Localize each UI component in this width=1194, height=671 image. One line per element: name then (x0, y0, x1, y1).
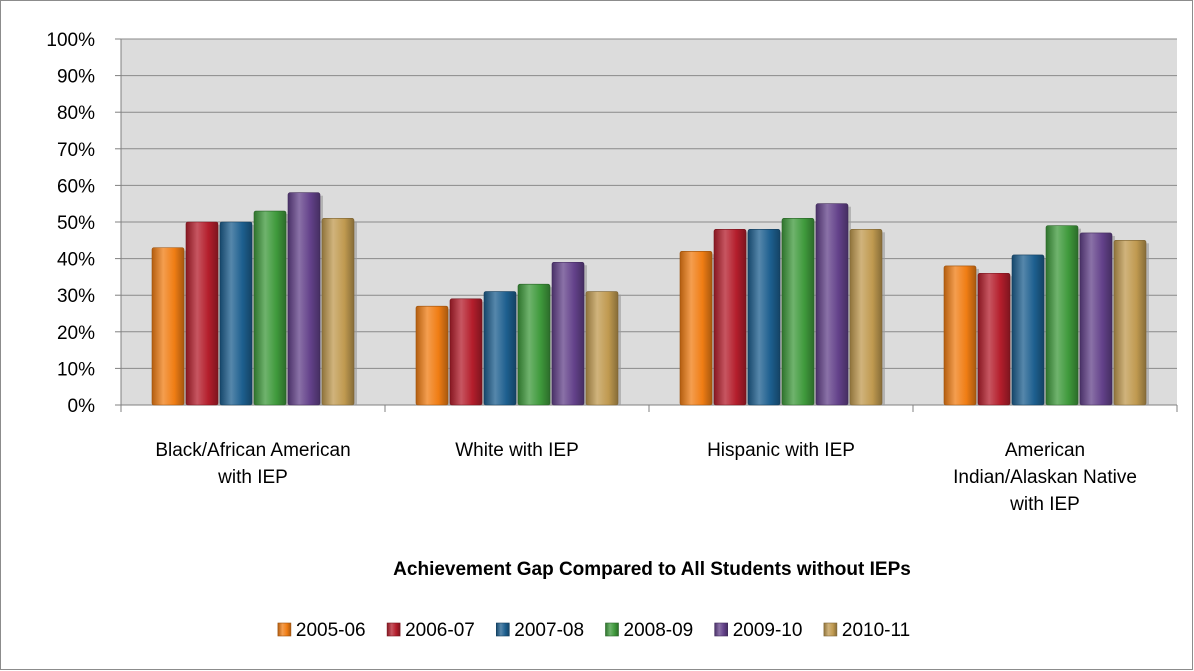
x-axis-title: Achievement Gap Compared to All Students… (393, 559, 911, 580)
y-tick-label: 50% (57, 213, 95, 234)
bar-2005-06-cat-0 (151, 247, 185, 406)
bar-2007-08-cat-3 (1011, 254, 1045, 406)
y-tick-label: 40% (57, 250, 95, 271)
bar-2006-07-cat-3 (977, 272, 1011, 406)
legend-label: 2007-08 (514, 620, 584, 641)
y-tick-label: 80% (57, 103, 95, 124)
bar-2007-08-cat-0 (219, 221, 253, 406)
bar-2008-09-cat-2 (781, 218, 815, 406)
x-category-label-line: American (1005, 440, 1085, 461)
legend-swatch (605, 622, 619, 637)
y-tick-label: 10% (57, 359, 95, 380)
y-tick-label: 20% (57, 323, 95, 344)
legend-item-2008-09: 2008-09 (605, 620, 694, 641)
bar-2006-07-cat-1 (449, 298, 483, 406)
legend-swatch (495, 622, 510, 637)
bar-2010-11-cat-0 (321, 218, 355, 406)
bar-2010-11-cat-2 (849, 229, 883, 406)
x-category-label-line: Black/African American (155, 440, 350, 461)
bar-2005-06-cat-3 (943, 265, 977, 406)
x-category-label: American Indian/Alaskan Native with IEP (953, 440, 1137, 515)
legend-item-2006-07: 2006-07 (386, 620, 475, 641)
bar-2009-10-cat-3 (1079, 232, 1113, 406)
x-category-label-line: Hispanic with IEP (707, 440, 855, 461)
bar-2006-07-cat-0 (185, 221, 219, 406)
bar-2009-10-cat-1 (551, 261, 585, 406)
legend-label: 2009-10 (733, 620, 803, 641)
x-category-label-line: Indian/Alaskan Native (953, 467, 1137, 488)
legend-swatch (823, 622, 838, 637)
legend-item-2010-11: 2010-11 (823, 620, 910, 641)
y-tick-label: 70% (57, 140, 95, 161)
x-category-label-line: with IEP (1009, 494, 1080, 515)
bar-2008-09-cat-1 (517, 283, 551, 406)
legend-label: 2006-07 (405, 620, 475, 641)
legend-label: 2008-09 (624, 620, 694, 641)
x-category-label: Black/African American with IEP (155, 440, 350, 488)
bar-2008-09-cat-3 (1045, 225, 1079, 406)
y-tick-label: 100% (46, 30, 95, 51)
legend-swatch (277, 622, 292, 637)
x-category-label-line: White with IEP (455, 440, 579, 461)
legend-label: 2010-11 (842, 620, 910, 641)
x-category-label: White with IEP (455, 440, 579, 461)
legend-item-2005-06: 2005-06 (277, 620, 366, 641)
legend-label: 2005-06 (296, 620, 366, 641)
bar-2007-08-cat-2 (747, 229, 781, 406)
legend-swatch (714, 622, 729, 637)
legend-item-2009-10: 2009-10 (714, 620, 803, 641)
y-tick-label: 0% (68, 396, 96, 417)
legend-item-2007-08: 2007-08 (495, 620, 584, 641)
x-category-label: Hispanic with IEP (707, 440, 855, 461)
x-category-label-line: with IEP (217, 467, 288, 488)
bar-2005-06-cat-2 (679, 250, 713, 406)
bar-2009-10-cat-0 (287, 192, 321, 406)
bar-2005-06-cat-1 (415, 305, 449, 406)
bar-2010-11-cat-3 (1113, 240, 1147, 406)
bar-2007-08-cat-1 (483, 291, 517, 406)
y-tick-label: 60% (57, 176, 95, 197)
y-tick-label: 30% (57, 286, 95, 307)
legend-swatch (386, 622, 401, 637)
y-tick-label: 90% (57, 67, 95, 88)
legend: 2005-06 2006-07 2007-08 2008-09 2009-10 2010-… (277, 620, 910, 641)
bar-2006-07-cat-2 (713, 229, 747, 406)
bar-2008-09-cat-0 (253, 210, 287, 406)
bar-2009-10-cat-2 (815, 203, 849, 406)
bar-2010-11-cat-1 (585, 291, 619, 406)
